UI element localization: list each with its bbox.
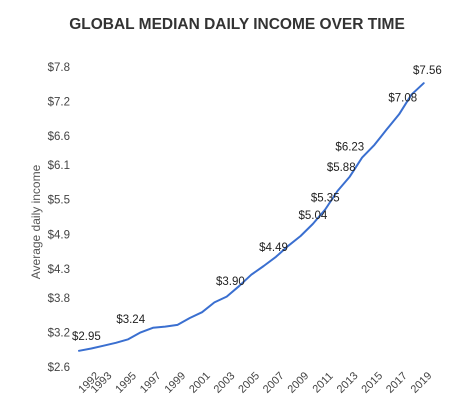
y-tick-label: $4.3: [48, 264, 70, 276]
y-axis-label: Average daily income: [29, 164, 43, 279]
y-tick-label: $6.1: [48, 160, 70, 172]
y-tick-label: $7.2: [48, 97, 70, 109]
series-line: [78, 82, 425, 352]
data-label: $5.88: [327, 162, 356, 174]
data-label: $2.95: [72, 331, 101, 343]
series-layer: [78, 82, 425, 352]
x-tick-label: 2015: [359, 370, 385, 396]
data-label: $5.04: [299, 210, 328, 222]
y-tick-label: $5.5: [48, 195, 70, 207]
x-tick-label: 1999: [162, 370, 188, 396]
x-tick-label: 2011: [310, 370, 335, 395]
x-tick-label: 2003: [212, 370, 238, 396]
y-tick-label: $3.8: [48, 293, 70, 305]
data-label: $3.90: [216, 276, 245, 288]
x-tick-label: 2007: [261, 370, 287, 396]
data-label: $5.35: [311, 192, 340, 204]
x-tick-label: 2019: [409, 370, 435, 396]
data-label: $7.08: [388, 93, 417, 105]
x-tick-label: 2009: [286, 370, 312, 396]
x-tick-label: 2001: [187, 370, 213, 396]
y-tick-label: $3.2: [48, 327, 70, 339]
y-axis-ticks: $7.8 $7.2 $6.6 $6.1 $5.5 $4.9 $4.3 $3.8 $3.2 $2.6: [48, 62, 70, 374]
y-tick-label: $7.8: [48, 62, 70, 74]
data-label: $6.23: [335, 142, 364, 154]
y-tick-label: $2.6: [48, 362, 70, 374]
x-tick-label: 2005: [236, 370, 262, 396]
data-labels: $2.95 $3.24 $3.90 $4.49 $5.04 $5.35 $5.88 $6.23…: [72, 65, 442, 343]
x-tick-label: 1997: [138, 370, 164, 396]
x-tick-label: 2017: [384, 370, 410, 396]
data-label: $4.49: [259, 242, 288, 254]
x-tick-label: 2013: [335, 370, 361, 396]
data-label: $7.56: [413, 65, 442, 77]
x-axis-ticks: 1992199319951997199920012003200520072009…: [76, 370, 434, 396]
chart-title: GLOBAL MEDIAN DAILY INCOME OVER TIME: [69, 16, 405, 33]
y-tick-label: $6.6: [48, 131, 70, 143]
data-label: $3.24: [116, 314, 145, 326]
x-tick-label: 1995: [113, 370, 139, 396]
y-tick-label: $4.9: [48, 229, 70, 241]
